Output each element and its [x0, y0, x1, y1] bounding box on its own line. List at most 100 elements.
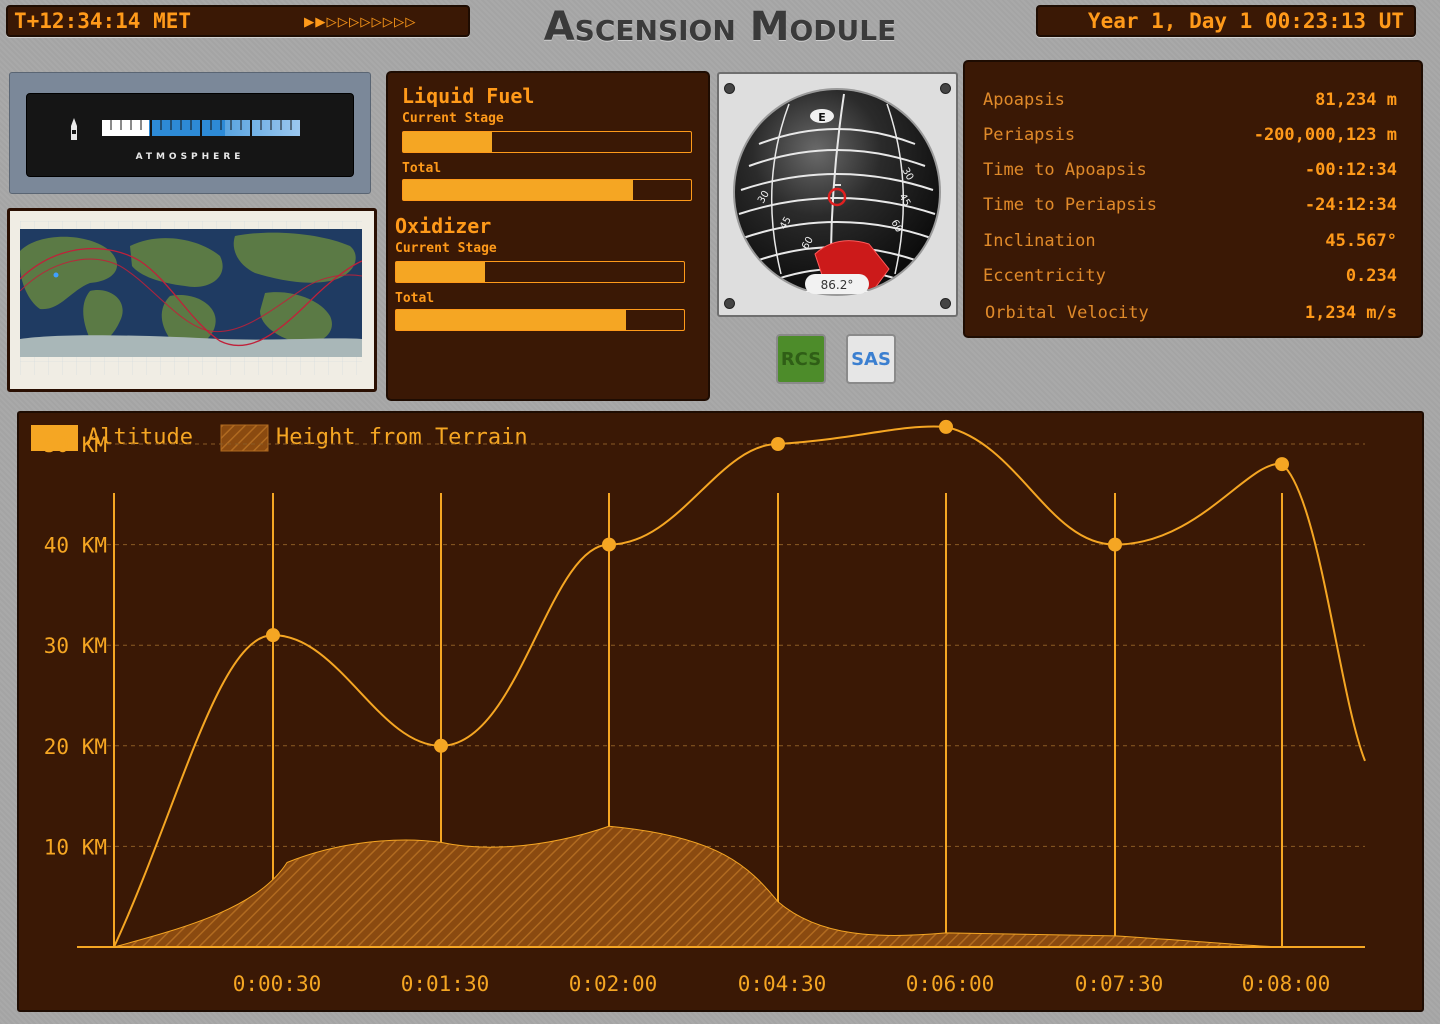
warp-step-icon[interactable]: ▷: [371, 12, 383, 32]
x-tick-label: 0:04:30: [738, 972, 827, 996]
y-tick-label: 30 KM: [44, 634, 107, 658]
navball-instrument[interactable]: E 30 45 60 30 45 60 86.2°: [717, 72, 958, 317]
navball-heading-marker: E: [818, 111, 826, 124]
orbit-row-value: 1,234 m/s: [1304, 303, 1397, 323]
chart-legend: Altitude Height from Terrain: [31, 424, 528, 452]
universal-time: Year 1, Day 1 00:23:13 UT: [1036, 5, 1416, 37]
liquid-fuel-total-bar: [402, 179, 692, 201]
mission-elapsed-time: T+12:34:14 MET ▶▶▷▷▷▷▷▷▷▷: [6, 5, 470, 37]
ground-track-map[interactable]: [7, 208, 377, 392]
orbit-row-label: Time to Apoapsis: [983, 160, 1147, 180]
oxidizer-total-bar: [395, 309, 685, 331]
orbit-row: Time to Apoapsis -00:12:34: [983, 160, 1397, 184]
altitude-data-point: [602, 537, 616, 552]
terrain-series-area: [113, 825, 1365, 948]
warp-step-icon[interactable]: ▷: [382, 12, 394, 32]
screw-icon: [940, 298, 951, 309]
liquid-fuel-stage-fill: [403, 132, 493, 152]
heading-readout: [805, 274, 869, 294]
orbit-row: Periapsis -200,000,123 m: [983, 125, 1397, 149]
y-tick-label: 10 KM: [44, 835, 107, 859]
warp-step-icon[interactable]: ▶: [304, 12, 316, 32]
prograde-marker-icon: [827, 187, 847, 207]
x-tick-label: 0:06:00: [906, 972, 995, 996]
x-tick-label: 0:02:00: [569, 972, 658, 996]
altitude-data-point: [266, 628, 280, 643]
orbit-row-label: Eccentricity: [983, 266, 1106, 286]
orbit-row-label: Apoapsis: [983, 90, 1065, 110]
page-title: Ascension Module: [543, 4, 897, 50]
screw-icon: [724, 83, 735, 94]
x-tick-label: 0:00:30: [233, 972, 322, 996]
x-tick-label: 0:07:30: [1075, 972, 1164, 996]
heading-value: 86.2°: [821, 278, 854, 292]
warp-step-icon[interactable]: ▶: [315, 12, 327, 32]
orbit-row: Eccentricity 0.234: [983, 266, 1397, 290]
orbit-row-label: Inclination: [983, 231, 1096, 251]
orbit-row-label: Periapsis: [983, 125, 1076, 145]
y-tick-label: 20 KM: [44, 735, 107, 759]
liquid-fuel-title: Liquid Fuel: [402, 84, 535, 108]
orbit-row-value: -00:12:34: [1304, 160, 1397, 180]
orbit-row-value: 45.567°: [1325, 231, 1397, 251]
altitude-data-point: [434, 738, 448, 753]
vessel-marker-icon[interactable]: [53, 272, 59, 278]
rocket-icon: [71, 118, 77, 140]
resources-panel: Liquid Fuel Current Stage Total Oxidizer…: [386, 71, 710, 401]
sas-toggle-button[interactable]: SAS: [846, 334, 896, 384]
y-tick-label: 40 KM: [44, 534, 107, 558]
screw-icon: [940, 83, 951, 94]
time-warp-indicator[interactable]: ▶▶▷▷▷▷▷▷▷▷: [304, 12, 417, 32]
orbit-row: Orbital Velocity 1,234 m/s: [985, 303, 1397, 327]
ut-text: Year 1, Day 1 00:23:13 UT: [1087, 9, 1404, 33]
liquid-fuel-total-fill: [403, 180, 634, 200]
rcs-toggle-button[interactable]: RCS: [776, 334, 826, 384]
altitude-data-point: [771, 437, 785, 451]
legend-swatch-altitude: [31, 425, 78, 451]
atmosphere-label: ATMOSPHERE: [135, 152, 245, 162]
altitude-data-point: [1275, 457, 1289, 472]
y-tick-label: 50 KM: [44, 433, 107, 457]
oxidizer-stage-label: Current Stage: [395, 241, 497, 256]
legend-label-altitude: Altitude: [87, 425, 193, 450]
altitude-chart-panel: Altitude Height from Terrain 10 KM 20 KM 3…: [17, 411, 1424, 1012]
warp-step-icon[interactable]: ▷: [405, 12, 417, 32]
orbit-row-value: -200,000,123 m: [1253, 125, 1397, 145]
warp-step-icon[interactable]: ▷: [349, 12, 361, 32]
screw-icon: [724, 298, 735, 309]
liquid-fuel-total-label: Total: [402, 161, 442, 176]
atmosphere-ticks: [101, 118, 301, 138]
warp-step-icon[interactable]: ▷: [337, 12, 349, 32]
met-text: T+12:34:14 MET: [14, 9, 192, 33]
warp-step-icon[interactable]: ▷: [326, 12, 338, 32]
orbit-row-value: -24:12:34: [1304, 195, 1397, 215]
altitude-data-point: [1108, 537, 1122, 552]
chart-plot-area: 10 KM 20 KM 30 KM 40 KM 50 KM 0:00:30 0:01:30 0…: [44, 419, 1366, 996]
orbit-row: Inclination 45.567°: [983, 231, 1397, 255]
continents: [20, 232, 362, 357]
orbit-row: Time to Periapsis -24:12:34: [983, 195, 1397, 219]
orbit-row-label: Orbital Velocity: [985, 303, 1149, 323]
liquid-fuel-stage-label: Current Stage: [402, 111, 504, 126]
ground-track: [20, 247, 362, 347]
altitude-series-line: [113, 425, 1366, 948]
oxidizer-title: Oxidizer: [395, 214, 492, 238]
oxidizer-total-label: Total: [395, 291, 435, 306]
atmosphere-gauge: ATMOSPHERE: [9, 72, 371, 194]
warp-step-icon[interactable]: ▷: [360, 12, 372, 32]
liquid-fuel-stage-bar: [402, 131, 692, 153]
orbit-row-label: Time to Periapsis: [983, 195, 1157, 215]
world-map: [20, 221, 362, 375]
oxidizer-stage-bar: [395, 261, 685, 283]
altitude-chart: Altitude Height from Terrain 10 KM 20 KM 3…: [31, 419, 1366, 996]
oxidizer-stage-fill: [396, 262, 486, 282]
navball[interactable]: E 30 45 60 30 45 60 86.2°: [719, 74, 956, 315]
legend-swatch-terrain: [220, 424, 269, 452]
orbit-row-value: 0.234: [1345, 266, 1397, 286]
orbit-info-panel: Apoapsis 81,234 m Periapsis -200,000,123 m T…: [963, 60, 1423, 338]
orbit-row-value: 81,234 m: [1315, 90, 1397, 110]
atmosphere-screen: ATMOSPHERE: [26, 93, 354, 177]
warp-step-icon[interactable]: ▷: [394, 12, 406, 32]
x-tick-label: 0:01:30: [401, 972, 490, 996]
legend-label-terrain: Height from Terrain: [276, 425, 528, 450]
